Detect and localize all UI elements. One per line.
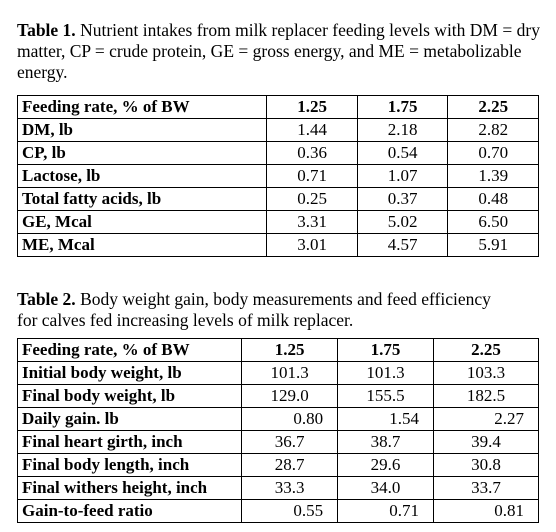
table-cell: 33.3	[241, 476, 339, 500]
table-caption: Table 2. Body weight gain, body measurem…	[17, 289, 507, 331]
table-cell: 3.01	[266, 233, 358, 257]
table-cell: 1.25	[241, 338, 339, 362]
caption-label: Table 1.	[17, 20, 76, 40]
table-cell: 0.71	[337, 499, 434, 523]
table-row: Final body weight, lb 129.0 155.5 182.5	[16, 384, 539, 408]
row-label: Daily gain. lb	[16, 407, 243, 431]
row-label: Final heart girth, inch	[16, 430, 243, 454]
row-label: Total fatty acids, lb	[16, 187, 268, 211]
table-caption: Table 1. Nutrient intakes from milk repl…	[17, 20, 542, 83]
table-cell: 1.07	[356, 164, 449, 188]
table-cell: 29.6	[337, 453, 434, 477]
row-label: GE, Mcal	[16, 210, 268, 234]
table-cell: 6.50	[447, 210, 539, 234]
table-row: Final body length, inch 28.7 29.6 30.8	[16, 453, 539, 477]
row-label: Final body weight, lb	[16, 384, 243, 408]
table-cell: 2.25	[447, 95, 539, 119]
table-cell: 0.80	[241, 407, 339, 431]
table: Feeding rate, % of BW 1.25 1.75 2.25 DM, lb 1…	[16, 95, 539, 257]
table-cell: 101.3	[337, 361, 434, 385]
table-cell: 155.5	[337, 384, 434, 408]
table-cell: 0.37	[356, 187, 449, 211]
table-cell: 34.0	[337, 476, 434, 500]
table-cell: 0.81	[433, 499, 539, 523]
row-label: Final body length, inch	[16, 453, 243, 477]
table: Feeding rate, % of BW 1.25 1.75 2.25 Initial…	[16, 338, 539, 523]
table-row: Initial body weight, lb 101.3 101.3 103.3	[16, 361, 539, 385]
table-cell: 0.55	[241, 499, 339, 523]
table-cell: 0.71	[266, 164, 358, 188]
table-cell: 101.3	[241, 361, 339, 385]
table-cell: 2.25	[433, 338, 539, 362]
header-row: Feeding rate, % of BW 1.25 1.75 2.25	[16, 95, 539, 119]
table-cell: 0.70	[447, 141, 539, 165]
table-cell: 5.91	[447, 233, 539, 257]
table-row: CP, lb 0.36 0.54 0.70	[16, 141, 539, 165]
table-row: DM, lb 1.44 2.18 2.82	[16, 118, 539, 142]
row-label: Feeding rate, % of BW	[16, 338, 243, 362]
table-cell: 39.4	[433, 430, 539, 454]
table-cell: 36.7	[241, 430, 339, 454]
row-label: CP, lb	[16, 141, 268, 165]
table-cell: 2.18	[356, 118, 449, 142]
table-row: ME, Mcal 3.01 4.57 5.91	[16, 233, 539, 257]
row-label: Final withers height, inch	[16, 476, 243, 500]
table-cell: 1.75	[356, 95, 449, 119]
table-cell: 5.02	[356, 210, 449, 234]
table-cell: 0.25	[266, 187, 358, 211]
table-row: Gain-to-feed ratio 0.55 0.71 0.81	[16, 499, 539, 523]
row-label: Initial body weight, lb	[16, 361, 243, 385]
row-label: DM, lb	[16, 118, 268, 142]
row-label: ME, Mcal	[16, 233, 268, 257]
table-cell: 4.57	[356, 233, 449, 257]
table-cell: 1.25	[266, 95, 358, 119]
table-cell: 129.0	[241, 384, 339, 408]
header-row: Feeding rate, % of BW 1.25 1.75 2.25	[16, 338, 539, 362]
table-cell: 1.39	[447, 164, 539, 188]
table-cell: 3.31	[266, 210, 358, 234]
table-cell: 1.44	[266, 118, 358, 142]
table-cell: 30.8	[433, 453, 539, 477]
row-label: Lactose, lb	[16, 164, 268, 188]
table-cell: 33.7	[433, 476, 539, 500]
table-cell: 1.75	[337, 338, 434, 362]
table-cell: 2.82	[447, 118, 539, 142]
caption-text: Body weight gain, body measurements and …	[17, 289, 491, 330]
table-cell: 103.3	[433, 361, 539, 385]
table-row: Final withers height, inch 33.3 34.0 33.7	[16, 476, 539, 500]
table-row: Lactose, lb 0.71 1.07 1.39	[16, 164, 539, 188]
table-cell: 0.36	[266, 141, 358, 165]
table-row: Total fatty acids, lb 0.25 0.37 0.48	[16, 187, 539, 211]
table-cell: 38.7	[337, 430, 434, 454]
table-cell: 1.54	[337, 407, 434, 431]
table-cell: 0.48	[447, 187, 539, 211]
table-cell: 28.7	[241, 453, 339, 477]
caption-text: Nutrient intakes from milk replacer feed…	[17, 20, 540, 82]
table-row: GE, Mcal 3.31 5.02 6.50	[16, 210, 539, 234]
table-cell: 182.5	[433, 384, 539, 408]
table-row: Daily gain. lb 0.80 1.54 2.27	[16, 407, 539, 431]
caption-label: Table 2.	[17, 289, 76, 309]
table-cell: 2.27	[433, 407, 539, 431]
table-row: Final heart girth, inch 36.7 38.7 39.4	[16, 430, 539, 454]
row-label: Feeding rate, % of BW	[16, 95, 268, 119]
table-cell: 0.54	[356, 141, 449, 165]
row-label: Gain-to-feed ratio	[16, 499, 243, 523]
